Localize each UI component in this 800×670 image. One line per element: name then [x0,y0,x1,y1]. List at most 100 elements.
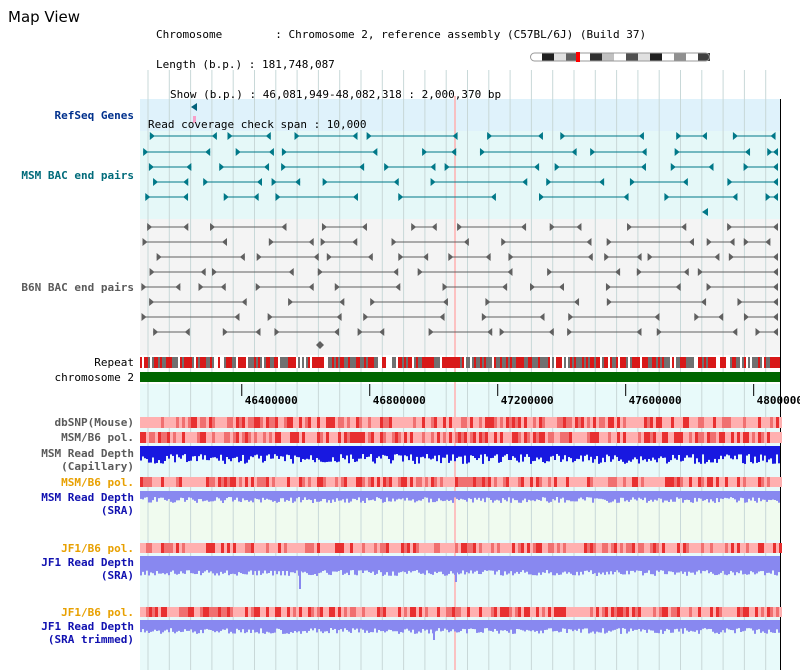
ideogram-position-marker[interactable] [576,52,580,62]
jf1-pol-trim-cell [185,607,188,617]
jf1-pol-sra-cell [713,543,716,553]
msm-pol-sra-cell [710,477,713,487]
msm-depth-sra-bar [262,491,264,498]
track-label-jf1-pol-trim[interactable]: JF1/B6 pol. [61,606,134,619]
msm-pol-sra-cell [362,477,365,487]
msm-depth-sra-bar [568,491,570,501]
msm-pol-sra-cell [356,477,359,487]
b6n-bac-pair-end-right [701,298,707,306]
map-view-title: Map View [8,8,81,26]
jf1-depth-trim-bar [280,620,282,631]
msm-depth-cap-bar [636,446,638,460]
msm-depth-sra-bar [348,491,350,503]
track-label-msm-depth-sra-sub[interactable]: (SRA) [100,504,134,517]
repeat-segment [252,357,254,368]
jf1-pol-sra-cell [629,543,632,553]
repeat-segment [578,357,580,368]
track-label-jf1-depth-trim[interactable]: JF1 Read Depth [41,620,134,633]
jf1-pol-trim-cell [578,607,581,617]
jf1-pol-trim-cell [494,607,497,617]
dbsnp-cell [584,417,587,428]
jf1-depth-trim-bar [364,620,366,633]
msm-bac-pair-end-left [235,148,241,156]
jf1-pol-sra-cell [548,543,551,553]
msm-pol-sra-cell [614,477,617,487]
track-label-refseq[interactable]: RefSeq Genes [54,109,134,122]
msm-depth-cap-bar [720,446,722,456]
track-label-jf1-depth-trim-sub[interactable]: (SRA trimmed) [47,633,134,646]
repeat-segment [626,357,628,368]
jf1-pol-sra-cell [749,543,752,553]
track-label-msm-pol[interactable]: MSM/B6 pol. [61,431,134,444]
jf1-pol-sra-cell [617,543,620,553]
jf1-depth-trim-bar [594,620,596,634]
chromosome-ideogram[interactable] [530,52,710,62]
jf1-pol-trim-cell [206,607,209,617]
b6n-bac-pair-end-left [326,253,332,261]
jf1-pol-trim-cell [473,607,476,617]
track-label-dbsnp[interactable]: dbSNP(Mouse) [54,416,134,429]
dbsnp-cell [266,417,269,428]
msm-bac-pair-end-right [352,132,358,140]
jf1-pol-trim-cell [281,607,284,617]
jf1-pol-sra-cell [188,543,191,553]
track-label-msm-depth-cap-sub[interactable]: (Capillary) [61,460,134,473]
track-label-jf1-depth-sra-sub[interactable]: (SRA) [100,569,134,582]
jf1-depth-sra-bar [486,556,488,571]
msm-depth-sra-bar [328,491,330,501]
msm-bac-pair-end-left [732,132,738,140]
msm-pol-cell [182,432,185,443]
jf1-pol-sra-cell [203,543,206,553]
msm-depth-cap-bar [520,446,522,455]
jf1-depth-sra-bar [750,556,752,572]
repeat-segment [360,357,362,368]
repeat-segment [540,357,542,368]
jf1-pol-sra-cell [242,543,245,553]
msm-depth-sra-bar [454,491,456,498]
track-label-jf1-pol-sra[interactable]: JF1/B6 pol. [61,542,134,555]
jf1-depth-trim-bar [506,620,508,632]
b6n-bac-pair-end-left [442,283,448,291]
msm-pol-sra-cell [683,477,686,487]
b6n-bac-pair-end-right [281,223,287,231]
dbsnp-cell [269,417,272,428]
track-label-b6n-bac[interactable]: B6N BAC end pairs [21,281,134,294]
msm-pol-cell [266,432,269,443]
msm-depth-sra-bar [656,491,658,501]
jf1-depth-sra-bar [654,556,656,576]
jf1-depth-trim-bar [266,620,268,632]
jf1-depth-sra-bar [252,556,254,575]
msm-pol-cell [365,432,368,443]
msm-depth-sra-bar [688,491,690,501]
repeat-segment [672,357,674,368]
msm-depth-cap-bar [772,446,774,464]
repeat-segment [154,357,156,368]
msm-pol-sra-cell [539,477,542,487]
dbsnp-cell [158,417,161,428]
jf1-pol-trim-cell [209,607,212,617]
jf1-depth-trim-bar [640,620,642,632]
msm-depth-cap-bar [260,446,262,456]
jf1-depth-sra-bar [502,556,504,576]
track-label-msm-depth-sra[interactable]: MSM Read Depth [41,491,134,504]
msm-pol-sra-cell [413,477,416,487]
msm-depth-sra-bar [268,491,270,500]
dbsnp-cell [530,417,533,428]
dbsnp-cell [218,417,221,428]
msm-depth-sra-bar [170,491,172,502]
msm-pol-cell [641,432,644,443]
track-label-msm-pol-sra[interactable]: MSM/B6 pol. [61,476,134,489]
track-label-msm-bac[interactable]: MSM BAC end pairs [21,169,134,182]
jf1-depth-sra-bar [766,556,768,573]
msm-bac-pair-end-right [682,178,688,186]
repeat-segment [440,357,442,368]
b6n-bac-pair-end-left [255,283,261,291]
jf1-pol-trim-cell [290,607,293,617]
track-label-jf1-depth-sra[interactable]: JF1 Read Depth [41,556,134,569]
jf1-pol-sra-cell [539,543,542,553]
jf1-pol-trim-cell [620,607,623,617]
repeat-segment [390,357,392,368]
track-label-msm-depth-cap[interactable]: MSM Read Depth [41,447,134,460]
jf1-depth-trim-bar [370,620,372,633]
